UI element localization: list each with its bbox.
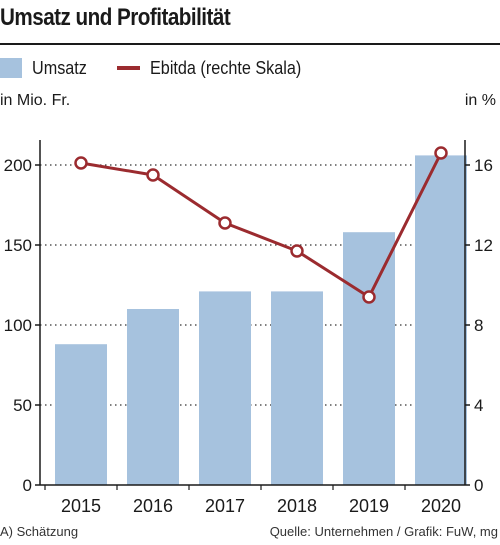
x-tick-label: 2020	[421, 496, 461, 516]
ebitda-point-2015	[74, 156, 88, 170]
bar-2015	[55, 344, 107, 485]
x-tick-label: 2015	[61, 496, 101, 516]
right-tick-label: 0	[474, 476, 483, 495]
ebitda-point-2017	[218, 216, 232, 230]
title-rule	[0, 43, 500, 45]
x-tick-label: 2018	[277, 496, 317, 516]
right-tick-label: 12	[474, 236, 493, 255]
bar-2019	[343, 232, 395, 485]
ebitda-point-2020	[434, 146, 448, 160]
legend-swatch-bars	[0, 58, 22, 78]
chart-title: Umsatz und Profitabilität	[0, 4, 231, 31]
legend-swatch-line	[117, 66, 141, 70]
right-tick-label: 4	[474, 396, 483, 415]
legend-label-bars: Umsatz	[32, 57, 87, 78]
source-note: Quelle: Unternehmen / Grafik: FuW, mg	[269, 524, 498, 539]
left-tick-label: 0	[23, 476, 32, 495]
left-tick-label: 50	[13, 396, 32, 415]
footnote: A) Schätzung	[0, 524, 79, 539]
legend-label-line: Ebitda (rechte Skala)	[150, 57, 302, 78]
right-axis-unit: in %	[464, 92, 496, 109]
ebitda-point-2019	[362, 290, 376, 304]
x-tick-label: 2017	[205, 496, 245, 516]
bar-2020	[415, 155, 467, 485]
bar-2016	[127, 309, 179, 485]
ebitda-point-2018	[290, 244, 304, 258]
ebitda-point-2016	[146, 168, 160, 182]
bar-2017	[199, 291, 251, 485]
legend: Umsatz Ebitda (rechte Skala)	[0, 54, 318, 82]
x-tick-label: 2019	[349, 496, 389, 516]
bar-2018	[271, 291, 323, 485]
left-tick-label: 100	[4, 316, 32, 335]
x-tick-label: 2016	[133, 496, 173, 516]
right-tick-label: 8	[474, 316, 483, 335]
left-tick-label: 150	[4, 236, 32, 255]
left-tick-label: 200	[4, 156, 32, 175]
right-tick-label: 16	[474, 156, 493, 175]
ebitda-line	[80, 152, 443, 299]
left-axis-unit: in Mio. Fr.	[0, 92, 71, 109]
